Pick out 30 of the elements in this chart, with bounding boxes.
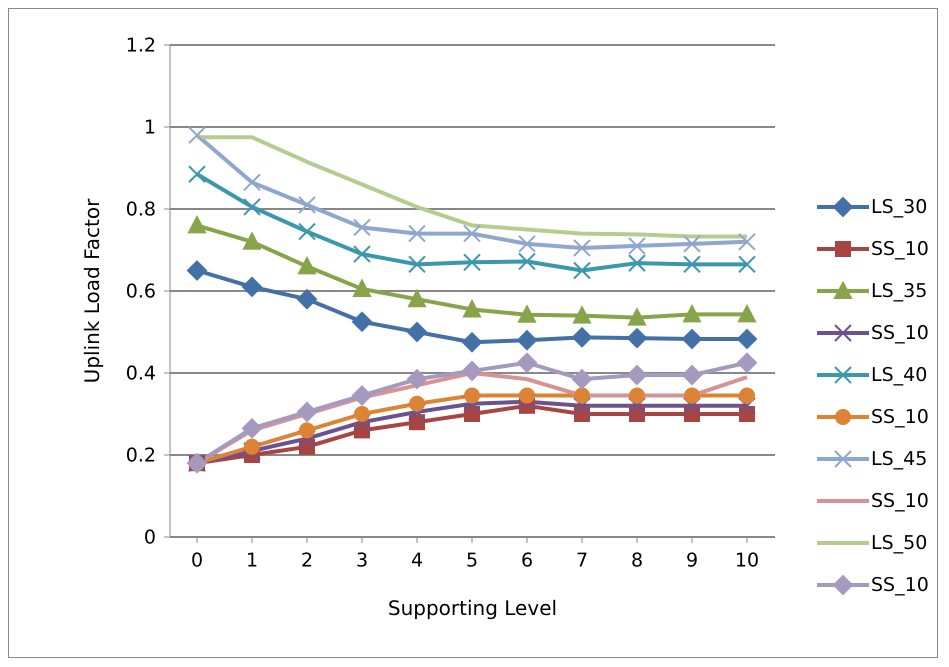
x-tick-label: 2 <box>300 549 314 572</box>
x-tick-label: 1 <box>246 549 258 572</box>
legend-label: SS_10 <box>871 406 929 428</box>
y-axis-title: Uplink Load Factor <box>80 198 104 384</box>
legend-label: SS_10 <box>871 322 929 344</box>
legend-label: SS_10 <box>871 490 929 512</box>
y-tick-label: 0.6 <box>126 280 156 303</box>
y-tick-label: 0.2 <box>126 444 156 467</box>
x-tick-label: 10 <box>734 549 760 572</box>
x-axis-title: Supporting Level <box>388 596 558 620</box>
legend-label: LS_50 <box>871 532 928 554</box>
x-tick-label: 0 <box>190 549 204 572</box>
legend-label: LS_30 <box>871 196 928 218</box>
x-tick-label: 3 <box>356 549 368 572</box>
y-tick-label: 1 <box>144 116 156 139</box>
legend-label: LS_40 <box>871 364 928 386</box>
y-tick-label: 0 <box>144 526 156 549</box>
y-tick-label: 0.8 <box>126 198 156 221</box>
x-tick-label: 7 <box>576 549 588 572</box>
x-tick-label: 8 <box>630 549 644 572</box>
y-tick-label: 0.4 <box>126 362 156 385</box>
legend-label: SS_10 <box>871 574 929 596</box>
legend-label: LS_45 <box>871 448 928 470</box>
legend-label: LS_35 <box>871 280 928 302</box>
y-tick-label: 1.2 <box>126 34 156 57</box>
x-tick-label: 5 <box>466 549 478 572</box>
x-tick-label: 4 <box>410 549 424 572</box>
x-tick-label: 9 <box>686 549 698 572</box>
legend-label: SS_10 <box>871 238 929 260</box>
x-tick-label: 6 <box>520 549 534 572</box>
